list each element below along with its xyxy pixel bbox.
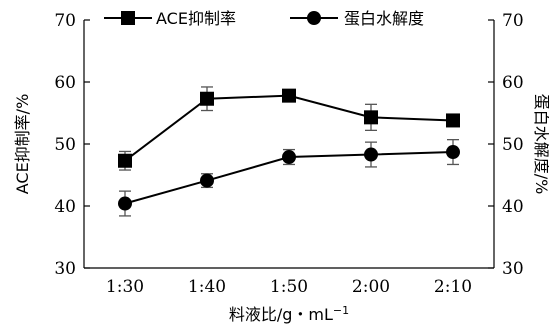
data-point <box>446 113 460 127</box>
y-tick-label-right: 70 <box>502 11 524 31</box>
y-axis-title-left: ACE抑制率/% <box>13 94 32 195</box>
legend-marker <box>307 11 321 25</box>
y-tick-label-left: 70 <box>54 11 76 31</box>
x-axis-title-main: 料液比/g・mL <box>229 305 333 324</box>
y-tick-label-left: 60 <box>54 73 76 93</box>
x-tick-label: 2:00 <box>352 277 390 297</box>
legend-label: ACE抑制率 <box>156 9 236 28</box>
x-tick-label: 1:30 <box>106 277 144 297</box>
data-point <box>282 89 296 103</box>
y-tick-label-left: 40 <box>54 197 76 217</box>
legend-marker <box>121 11 135 25</box>
legend-item-1: ACE抑制率 <box>104 9 236 28</box>
y-tick-label-right: 40 <box>502 197 524 217</box>
x-axis-title-superscript: −1 <box>333 304 349 317</box>
legend: ACE抑制率 蛋白水解度 <box>104 9 424 28</box>
data-point <box>118 154 132 168</box>
marks <box>118 87 460 216</box>
x-tick-label: 2:10 <box>434 277 472 297</box>
data-point <box>282 150 296 164</box>
x-axis-title: 料液比/g・mL−1 <box>229 304 349 324</box>
series-2 <box>118 140 460 216</box>
y-tick-label-left: 30 <box>54 259 76 279</box>
legend-item-2: 蛋白水解度 <box>290 9 424 28</box>
data-point <box>200 174 214 188</box>
y-tick-label-right: 60 <box>502 73 524 93</box>
y-tick-label-right: 50 <box>502 135 524 155</box>
y-axis-title-right: 蛋白水解度/% <box>532 94 549 195</box>
data-point <box>364 148 378 162</box>
data-point <box>118 197 132 211</box>
y-tick-label-left: 50 <box>54 135 76 155</box>
legend-label: 蛋白水解度 <box>344 9 424 28</box>
x-tick-label: 1:50 <box>270 277 308 297</box>
data-point <box>364 110 378 124</box>
data-point <box>200 92 214 106</box>
x-tick-label: 1:40 <box>188 277 226 297</box>
data-point <box>446 145 460 159</box>
y-tick-label-right: 30 <box>502 259 524 279</box>
